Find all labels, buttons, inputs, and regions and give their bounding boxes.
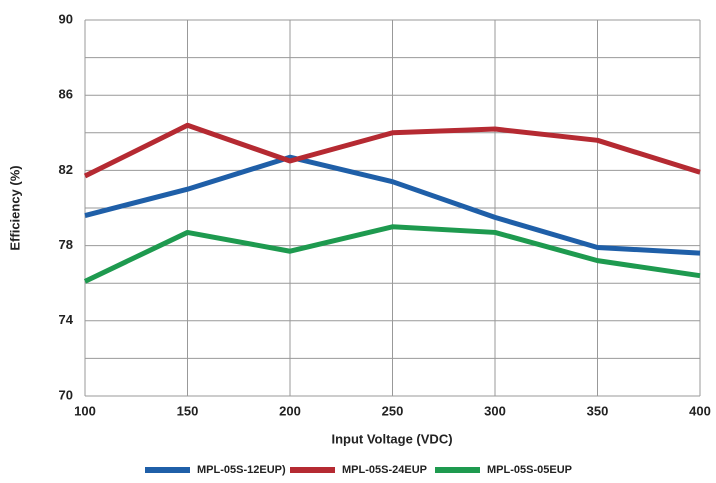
x-tick-label: 150 <box>177 403 199 418</box>
x-tick-label: 350 <box>587 403 609 418</box>
x-tick-label: 100 <box>74 403 96 418</box>
x-axis-label: Input Voltage (VDC) <box>331 431 452 446</box>
y-tick-label: 90 <box>59 11 73 26</box>
data-line <box>83 122 701 179</box>
y-tick-label: 74 <box>59 312 74 327</box>
x-tick-label: 250 <box>382 403 404 418</box>
x-tick-label: 400 <box>689 403 711 418</box>
y-tick-label: 82 <box>59 162 73 177</box>
y-tick-label: 70 <box>59 387 73 402</box>
y-tick-label: 78 <box>59 237 73 252</box>
y-axis-label: Efficiency (%) <box>7 165 22 250</box>
x-tick-label: 200 <box>279 403 301 418</box>
legend-label: MPL-05S-24EUP <box>342 464 427 476</box>
legend-label: MPL-05S-12EUP) <box>197 464 286 476</box>
data-line <box>83 224 701 284</box>
y-tick-label: 86 <box>59 87 73 102</box>
data-line <box>84 154 701 256</box>
legend-label: MPL-05S-05EUP <box>487 464 572 476</box>
x-tick-label: 300 <box>484 403 506 418</box>
